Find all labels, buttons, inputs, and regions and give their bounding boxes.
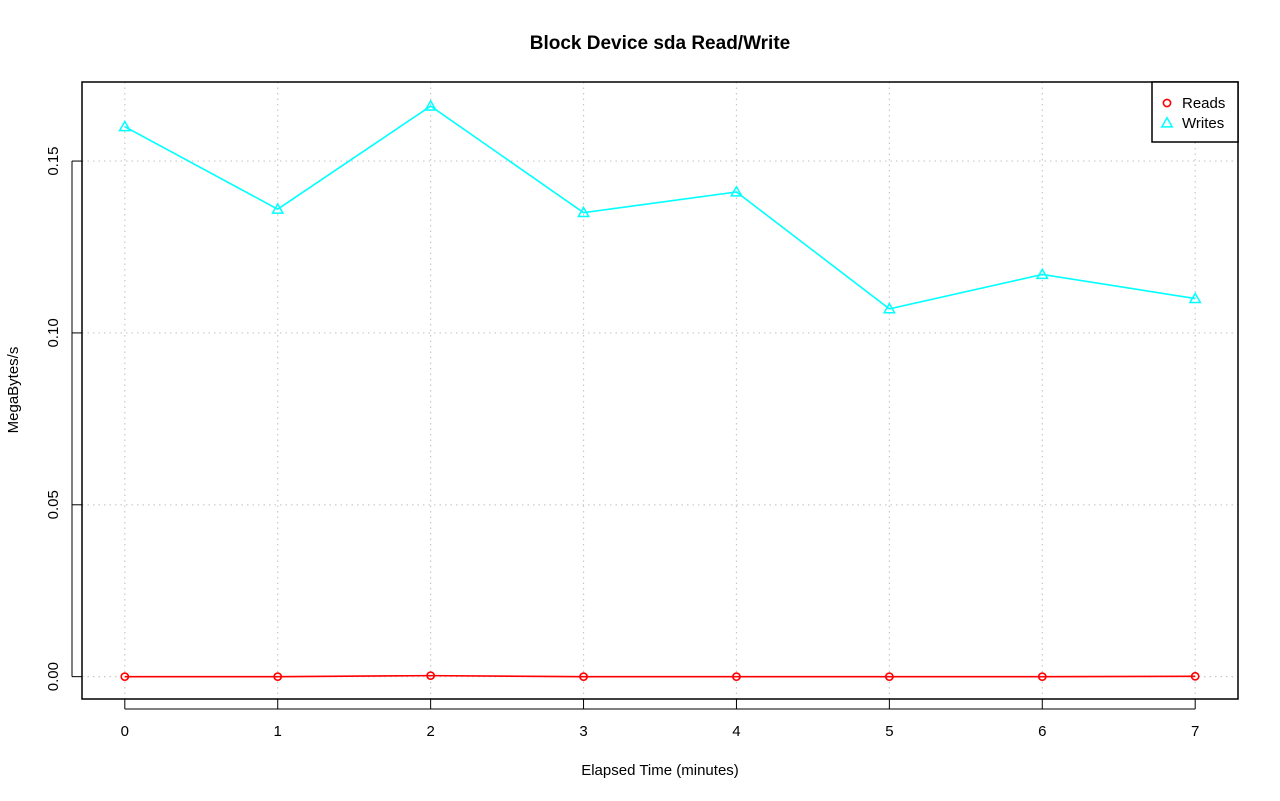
x-tick-label: 3 — [579, 723, 587, 740]
x-tick-label: 2 — [426, 723, 434, 740]
series-line-writes — [124, 105, 1196, 310]
x-tick-label: 6 — [1038, 723, 1046, 740]
x-axis: 0 1 2 3 4 5 6 7 — [121, 699, 1199, 740]
legend-label-reads: Reads — [1182, 95, 1225, 112]
series-writes — [118, 99, 1202, 314]
series-layer — [118, 99, 1202, 682]
data-point-reads — [579, 672, 588, 682]
data-point-writes — [118, 119, 132, 132]
legend: Reads Writes — [1151, 81, 1239, 143]
legend-label-writes: Writes — [1182, 115, 1224, 132]
y-tick-label: 0.10 — [45, 318, 62, 347]
plot-frame — [81, 81, 1239, 700]
data-point-reads — [120, 672, 130, 682]
data-point-writes — [424, 99, 438, 111]
data-point-reads — [1037, 672, 1047, 682]
grid — [82, 82, 1238, 699]
data-point-reads — [273, 672, 283, 682]
data-point-writes — [882, 302, 896, 314]
y-axis-label: MegaBytes/s — [5, 347, 22, 434]
x-tick-label: 0 — [121, 723, 129, 740]
data-point-reads — [1190, 671, 1200, 681]
x-tick-label: 5 — [885, 723, 893, 740]
data-point-reads — [732, 672, 741, 682]
y-tick-label: 0.15 — [45, 146, 62, 175]
data-point-writes — [729, 185, 743, 197]
series-reads — [120, 671, 1200, 682]
legend-marker-reads — [1162, 98, 1172, 108]
x-tick-label: 7 — [1191, 723, 1199, 740]
x-axis-label: Elapsed Time (minutes) — [581, 762, 739, 779]
y-tick-label: 0.00 — [45, 662, 62, 691]
y-axis: 0.00 0.05 0.10 0.15 — [45, 146, 82, 691]
data-point-writes — [1035, 267, 1049, 280]
y-tick-label: 0.05 — [45, 490, 62, 519]
data-point-reads — [884, 672, 894, 682]
legend-box — [1151, 81, 1239, 143]
legend-marker-writes — [1160, 116, 1174, 128]
data-point-writes — [577, 205, 591, 218]
chart-title: Block Device sda Read/Write — [530, 33, 790, 54]
data-point-writes — [271, 202, 285, 214]
data-point-reads — [426, 671, 436, 681]
data-point-writes — [1188, 291, 1202, 304]
x-tick-label: 1 — [274, 723, 282, 740]
series-line-reads — [124, 674, 1196, 678]
x-tick-label: 4 — [732, 723, 740, 740]
